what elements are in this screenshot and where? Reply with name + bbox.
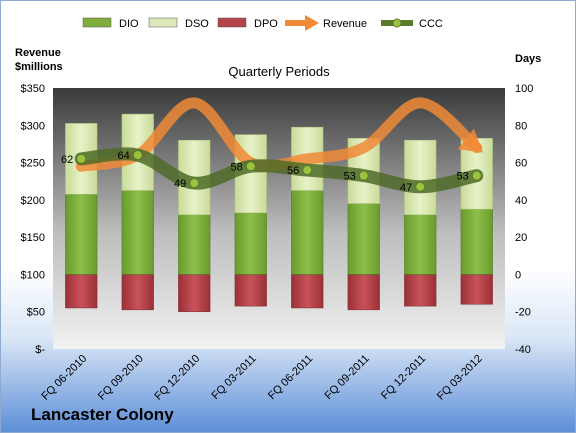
ccc-point bbox=[302, 165, 313, 176]
chart-title: Quarterly Periods bbox=[228, 64, 330, 79]
plot-area-background bbox=[53, 88, 505, 349]
legend-label: DIO bbox=[119, 18, 139, 30]
dpo-bar bbox=[347, 274, 380, 311]
legend-label: Revenue bbox=[323, 18, 367, 30]
right-axis-ticks: -40 -20 0 20 40 60 80 100 bbox=[515, 83, 533, 356]
left-tick-label: $200 bbox=[21, 195, 45, 207]
left-axis-label-line2: $millions bbox=[15, 61, 63, 73]
right-tick-label: 80 bbox=[515, 120, 527, 132]
legend-swatch bbox=[148, 17, 178, 28]
x-tick-label: FQ 12-2011 bbox=[379, 353, 428, 402]
left-tick-label: $250 bbox=[21, 158, 45, 170]
left-axis-ticks: $- $50 $100 $150 $200 $250 $300 $350 bbox=[21, 83, 46, 356]
legend-label: CCC bbox=[419, 18, 443, 30]
dpo-bar bbox=[234, 274, 267, 307]
ccc-point bbox=[76, 153, 87, 164]
ccc-point bbox=[189, 178, 200, 189]
ccc-data-label: 64 bbox=[118, 150, 130, 162]
ccc-series: 62 64 49 58 56 53 47 53 bbox=[61, 147, 484, 194]
ccc-point bbox=[132, 150, 143, 161]
x-tick-label: FQ 09-2011 bbox=[322, 353, 371, 402]
legend-swatch bbox=[217, 17, 247, 28]
right-tick-label: -20 bbox=[515, 307, 531, 319]
dpo-bar bbox=[291, 274, 324, 309]
right-tick-label: 20 bbox=[515, 232, 527, 244]
left-tick-label: $150 bbox=[21, 232, 45, 244]
ccc-data-label: 53 bbox=[344, 171, 356, 183]
legend-swatch bbox=[392, 18, 402, 28]
dio-bar bbox=[121, 190, 154, 275]
right-tick-label: 0 bbox=[515, 269, 521, 281]
left-tick-label: $50 bbox=[27, 307, 45, 319]
left-tick-label: $100 bbox=[21, 269, 45, 281]
ccc-data-label: 62 bbox=[61, 154, 73, 166]
ccc-point bbox=[245, 161, 256, 172]
dio-bar bbox=[404, 214, 437, 275]
legend-swatch bbox=[82, 17, 112, 28]
legend-label: DPO bbox=[254, 18, 278, 30]
dio-bar bbox=[460, 208, 493, 275]
dso-bar bbox=[404, 139, 437, 216]
x-axis-ticks: FQ 06-2010 FQ 09-2010 FQ 12-2010 FQ 03-2011… bbox=[39, 353, 484, 403]
left-tick-label: $300 bbox=[21, 120, 45, 132]
ccc-point bbox=[415, 181, 426, 192]
left-axis-label-line1: Revenue bbox=[15, 47, 61, 59]
dpo-bar bbox=[460, 274, 493, 305]
legend-label: DSO bbox=[185, 18, 209, 30]
legend-swatch bbox=[305, 15, 319, 31]
x-tick-label: FQ 09-2010 bbox=[96, 353, 146, 403]
ccc-point bbox=[358, 170, 369, 181]
ccc-line bbox=[74, 147, 484, 194]
x-tick-label: FQ 03-2011 bbox=[209, 353, 258, 402]
ccc-point bbox=[471, 170, 482, 181]
dpo-bar bbox=[121, 274, 154, 311]
right-tick-label: 60 bbox=[515, 158, 527, 170]
dio-bar bbox=[347, 203, 380, 275]
legend: DIO DSO DPO Revenue CCC bbox=[82, 15, 443, 31]
dpo-bar bbox=[178, 274, 211, 312]
ccc-data-label: 49 bbox=[174, 178, 186, 190]
dio-bar bbox=[291, 190, 324, 275]
right-tick-label: 100 bbox=[515, 83, 533, 95]
x-tick-label: FQ 06-2011 bbox=[266, 353, 315, 402]
ccc-data-label: 47 bbox=[400, 182, 412, 194]
right-tick-label: 40 bbox=[515, 195, 527, 207]
ccc-data-label: 58 bbox=[231, 161, 243, 173]
left-tick-label: $- bbox=[35, 344, 45, 356]
dio-bar bbox=[65, 194, 98, 275]
company-name: Lancaster Colony bbox=[31, 405, 174, 424]
dio-bar bbox=[234, 212, 267, 275]
right-tick-label: -40 bbox=[515, 344, 531, 356]
left-tick-label: $350 bbox=[21, 83, 45, 95]
right-axis-label: Days bbox=[515, 53, 541, 65]
ccc-data-label: 56 bbox=[287, 165, 299, 177]
dio-bar bbox=[178, 214, 211, 275]
x-tick-label: FQ 03-2012 bbox=[435, 353, 485, 403]
dpo-bar bbox=[404, 274, 437, 307]
revenue-arrowhead bbox=[457, 128, 484, 153]
x-tick-label: FQ 06-2010 bbox=[39, 353, 89, 403]
ccc-data-label: 53 bbox=[457, 171, 469, 183]
dpo-bar bbox=[65, 274, 98, 309]
x-tick-label: FQ 12-2010 bbox=[152, 353, 202, 403]
